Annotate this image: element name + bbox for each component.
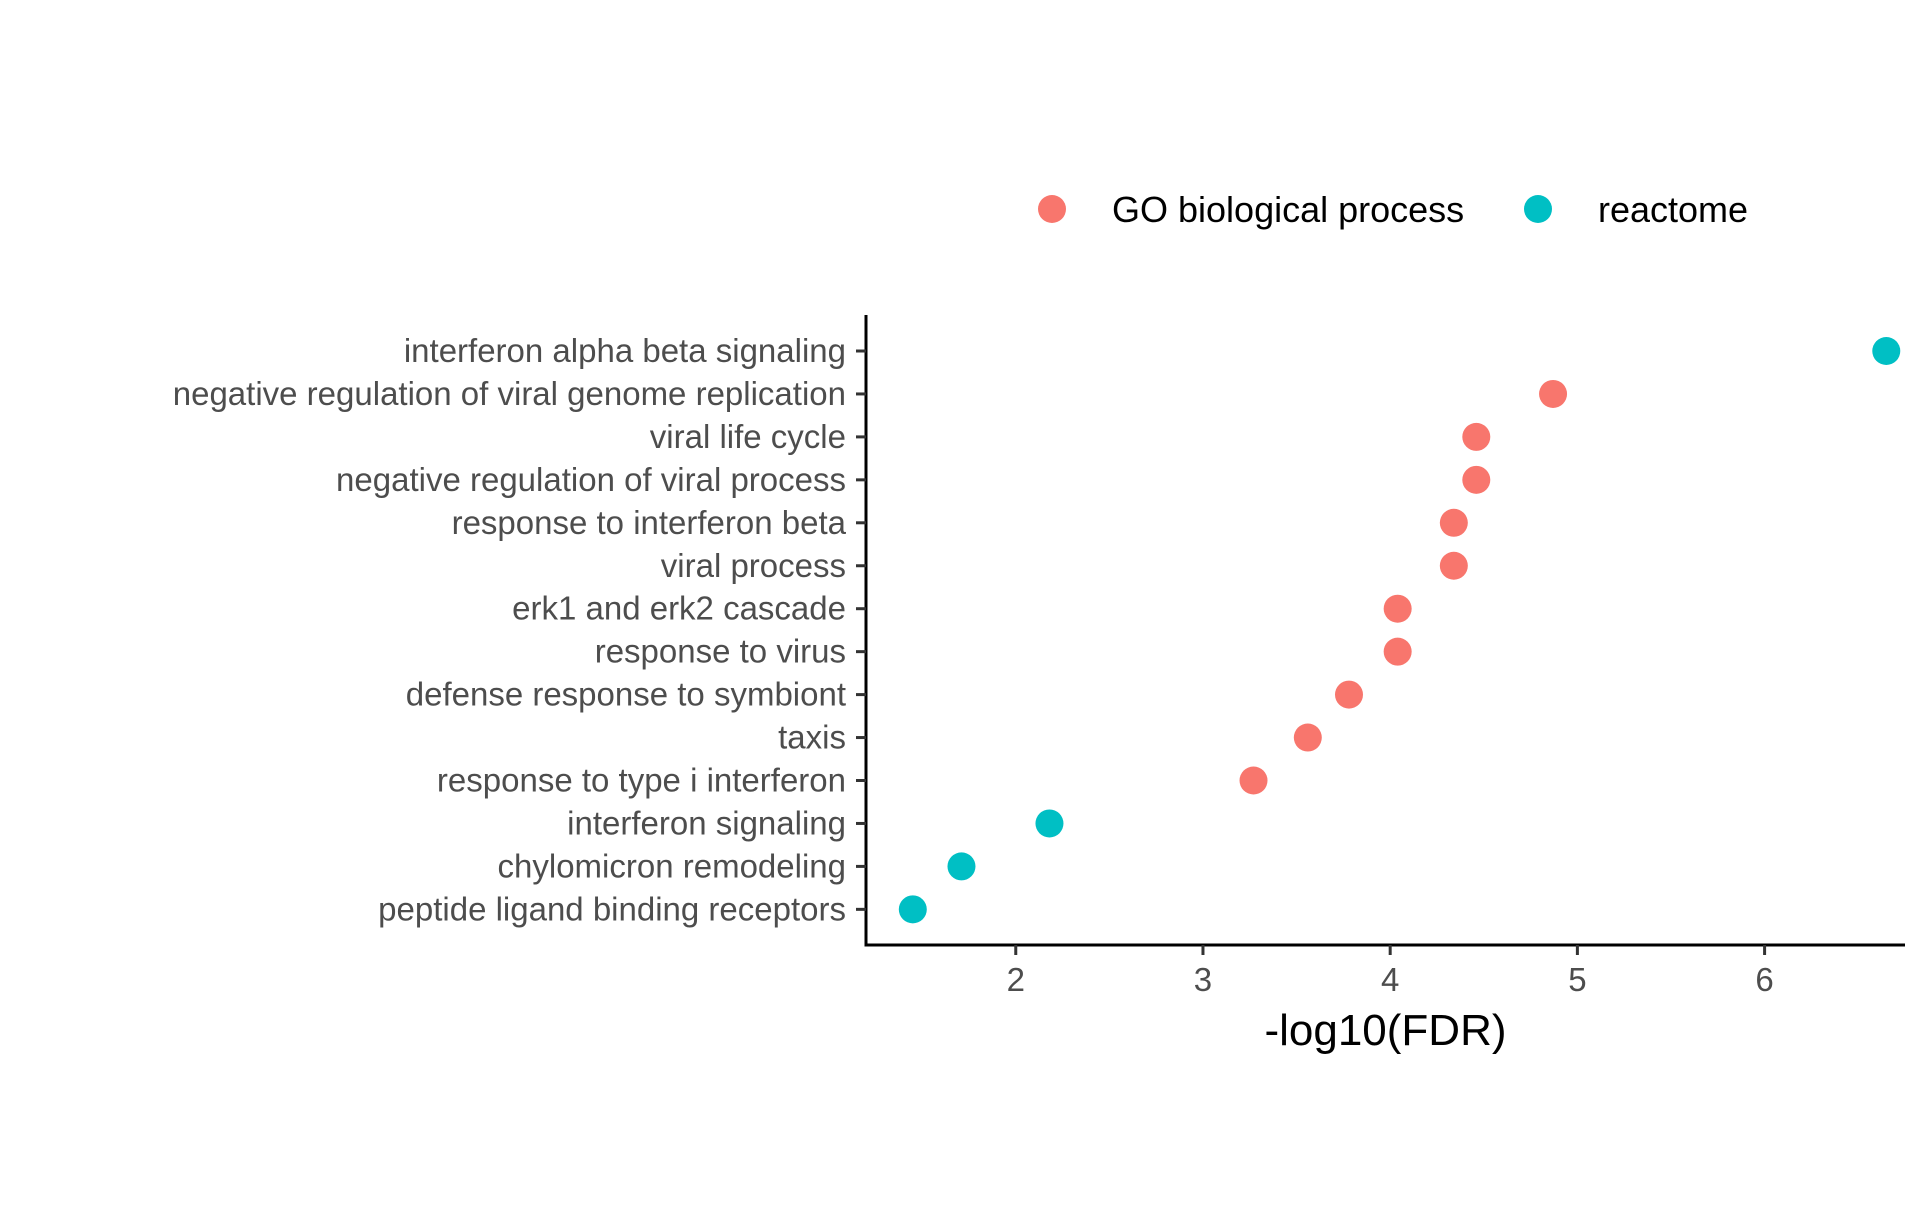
y-tick-label: taxis — [778, 719, 846, 756]
y-tick-label: response to virus — [595, 633, 846, 670]
y-tick-label: viral process — [661, 547, 846, 584]
data-point — [1462, 422, 1491, 451]
data-point — [1383, 637, 1412, 666]
x-axis: 2 3 4 5 6 — [864, 943, 1905, 998]
y-tick-label: interferon signaling — [567, 804, 846, 841]
x-tick-label: 2 — [1007, 961, 1025, 998]
data-point — [1293, 723, 1322, 752]
data-point — [1334, 680, 1363, 709]
data-point — [1462, 465, 1491, 494]
data-point — [1035, 809, 1064, 838]
data-point — [898, 895, 927, 924]
legend-key — [1524, 195, 1552, 223]
y-tick-label: negative regulation of viral process — [336, 461, 846, 498]
data-point — [1872, 337, 1901, 365]
y-tick-label: response to type i interferon — [437, 762, 846, 799]
y-tick-label: peptide ligand binding receptors — [378, 890, 846, 927]
data-point — [1539, 379, 1568, 408]
x-tick-label: 6 — [1755, 961, 1773, 998]
x-tick-label: 5 — [1568, 961, 1586, 998]
legend: GO biological process reactome — [1038, 189, 1748, 230]
y-tick-label: viral life cycle — [650, 418, 846, 455]
data-points — [898, 337, 1901, 924]
legend-label: reactome — [1598, 189, 1748, 230]
x-axis-title: -log10(FDR) — [1264, 1006, 1506, 1055]
x-tick-label: 3 — [1194, 961, 1212, 998]
y-tick-label: response to interferon beta — [452, 504, 847, 541]
y-tick-label: erk1 and erk2 cascade — [512, 590, 846, 627]
data-point — [1383, 594, 1412, 623]
x-tick-label: 4 — [1381, 961, 1399, 998]
data-point — [947, 852, 976, 881]
y-tick-label: negative regulation of viral genome repl… — [173, 375, 846, 412]
legend-label: GO biological process — [1112, 189, 1464, 230]
data-point — [1439, 508, 1468, 537]
y-tick-label: defense response to symbiont — [406, 676, 846, 713]
data-point — [1239, 766, 1268, 795]
y-tick-label: chylomicron remodeling — [498, 847, 846, 884]
y-axis: interferon alpha beta signaling negative … — [173, 315, 868, 947]
data-point — [1439, 551, 1468, 580]
y-tick-label: interferon alpha beta signaling — [404, 332, 846, 369]
legend-key — [1038, 195, 1066, 223]
